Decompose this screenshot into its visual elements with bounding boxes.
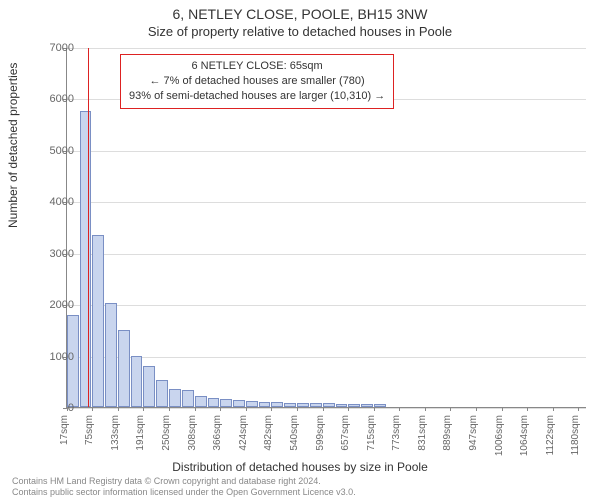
xtick-label: 17sqm (59, 415, 70, 445)
gridline (67, 408, 586, 409)
xtick-label: 133sqm (110, 415, 121, 451)
histogram-bar (310, 403, 322, 407)
xtick-label: 424sqm (238, 415, 249, 451)
info-line: 93% of semi-detached houses are larger (… (129, 89, 385, 104)
xtick-label: 1064sqm (519, 415, 530, 456)
xtick-mark (195, 407, 196, 411)
xtick-label: 1006sqm (494, 415, 505, 456)
ytick-label: 4000 (34, 196, 74, 208)
page-subtitle: Size of property relative to detached ho… (0, 22, 600, 43)
ytick-label: 3000 (34, 248, 74, 260)
xtick-label: 715sqm (366, 415, 377, 451)
histogram-bar (131, 356, 143, 407)
property-marker-line (88, 48, 89, 407)
xtick-label: 947sqm (468, 415, 479, 451)
xtick-label: 191sqm (135, 415, 146, 451)
histogram-bar (118, 330, 130, 407)
footer-line: Contains HM Land Registry data © Crown c… (12, 476, 356, 487)
footer-attribution: Contains HM Land Registry data © Crown c… (12, 476, 356, 498)
info-line: 6 NETLEY CLOSE: 65sqm (129, 59, 385, 74)
xtick-mark (143, 407, 144, 411)
xtick-label: 75sqm (84, 415, 95, 445)
xtick-mark (578, 407, 579, 411)
xtick-label: 308sqm (187, 415, 198, 451)
histogram-bar (259, 402, 271, 407)
histogram-bar (80, 111, 92, 407)
page-title: 6, NETLEY CLOSE, POOLE, BH15 3NW (0, 0, 600, 22)
xtick-label: 831sqm (417, 415, 428, 451)
xtick-mark (450, 407, 451, 411)
histogram-bar (220, 399, 232, 407)
xtick-mark (348, 407, 349, 411)
gridline (67, 151, 586, 152)
histogram-bar (105, 303, 117, 407)
histogram-bar (374, 404, 386, 407)
x-axis-label: Distribution of detached houses by size … (0, 460, 600, 474)
xtick-label: 1180sqm (570, 415, 581, 455)
histogram-bar (246, 401, 258, 407)
xtick-label: 599sqm (315, 415, 326, 451)
info-line: ← 7% of detached houses are smaller (780… (129, 74, 385, 89)
gridline (67, 305, 586, 306)
histogram-bar (336, 404, 348, 407)
ytick-label: 5000 (34, 145, 74, 157)
info-box: 6 NETLEY CLOSE: 65sqm ← 7% of detached h… (120, 54, 394, 109)
ytick-label: 7000 (34, 42, 74, 54)
xtick-mark (169, 407, 170, 411)
xtick-mark (246, 407, 247, 411)
xtick-label: 657sqm (340, 415, 351, 451)
histogram-bar (169, 389, 181, 407)
xtick-mark (323, 407, 324, 411)
histogram-bar (271, 402, 283, 407)
histogram-bar (323, 403, 335, 407)
xtick-mark (220, 407, 221, 411)
ytick-label: 0 (34, 402, 74, 414)
xtick-mark (502, 407, 503, 411)
ytick-label: 2000 (34, 299, 74, 311)
histogram-bar (156, 380, 168, 407)
xtick-mark (374, 407, 375, 411)
xtick-mark (297, 407, 298, 411)
xtick-label: 773sqm (391, 415, 402, 451)
xtick-mark (118, 407, 119, 411)
xtick-label: 889sqm (442, 415, 453, 451)
xtick-mark (476, 407, 477, 411)
histogram-bar (182, 390, 194, 407)
histogram-bar (297, 403, 309, 407)
footer-line: Contains public sector information licen… (12, 487, 356, 498)
xtick-mark (399, 407, 400, 411)
xtick-mark (425, 407, 426, 411)
xtick-mark (553, 407, 554, 411)
histogram-bar (233, 400, 245, 407)
histogram-bar (348, 404, 360, 407)
xtick-label: 1122sqm (545, 415, 556, 455)
histogram-bar (143, 366, 155, 407)
xtick-mark (92, 407, 93, 411)
xtick-mark (271, 407, 272, 411)
xtick-label: 366sqm (212, 415, 223, 451)
histogram-bar (195, 396, 207, 407)
gridline (67, 254, 586, 255)
xtick-label: 250sqm (161, 415, 172, 451)
xtick-label: 540sqm (289, 415, 300, 451)
histogram-bar (361, 404, 373, 407)
ytick-label: 1000 (34, 351, 74, 363)
gridline (67, 357, 586, 358)
histogram-bar (284, 403, 296, 407)
xtick-mark (527, 407, 528, 411)
y-axis-label: Number of detached properties (6, 63, 20, 228)
ytick-label: 6000 (34, 93, 74, 105)
histogram-bar (208, 398, 220, 407)
gridline (67, 202, 586, 203)
gridline (67, 48, 586, 49)
histogram-bar (92, 235, 104, 407)
xtick-label: 482sqm (263, 415, 274, 451)
